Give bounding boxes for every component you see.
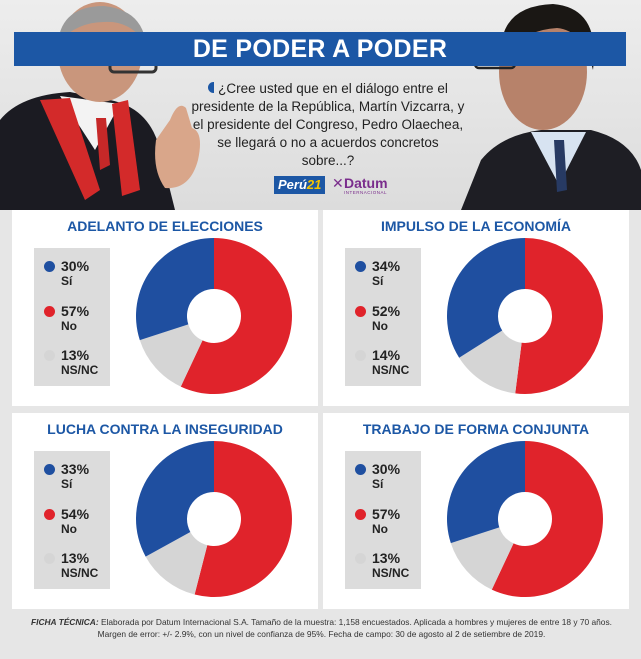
legend-item-nsnc: 14% NS/NC (355, 347, 419, 381)
page-title: DE PODER A PODER (192, 35, 448, 63)
panel-title: IMPULSO DE LA ECONOMÍA (380, 218, 572, 234)
question-marker-icon (208, 82, 215, 93)
nsnc-dot-icon (355, 350, 366, 361)
legend-item-nsnc: 13% NS/NC (44, 347, 108, 381)
datum-logo: ✕ Datum INTERNACIONAL (332, 172, 392, 198)
nsnc-dot-icon (355, 553, 366, 564)
slice-nsnc (459, 330, 522, 394)
legend-value: 33% (61, 461, 90, 477)
legend-item-nsnc: 13% NS/NC (355, 550, 419, 584)
technical-note-line1: Elaborada por Datum Internacional S.A. T… (100, 617, 612, 627)
technical-note-line2: Margen de error: +/- 2.9%, con un nivel … (97, 629, 546, 639)
panel-title: TRABAJO DE FORMA CONJUNTA (362, 421, 590, 437)
legend-item-no: 54% No (44, 506, 108, 540)
panel-title: ADELANTO DE ELECCIONES (67, 218, 263, 234)
legend-label: NS/NC (61, 363, 99, 377)
technical-note-label: FICHA TÉCNICA: (31, 617, 99, 627)
slice-no (180, 238, 292, 394)
slice-no (194, 441, 292, 597)
slice-nsnc (450, 527, 514, 590)
slice-si (136, 238, 214, 341)
datum-logo-text: Datum (344, 175, 388, 191)
legend: 33% Sí 54% No 13% NS/NC (34, 451, 110, 589)
legend-value: 13% (61, 550, 90, 566)
no-dot-icon (44, 509, 55, 520)
legend: 34% Sí 52% No 14% NS/NC (345, 248, 421, 386)
donut-chart (447, 441, 603, 597)
legend-value: 34% (372, 258, 401, 274)
slice-no (515, 238, 603, 394)
legend-value: 52% (372, 303, 401, 319)
slice-si (447, 238, 525, 358)
legend-label: NS/NC (61, 566, 99, 580)
legend-value: 13% (61, 347, 90, 363)
legend-label: Sí (372, 477, 384, 491)
si-dot-icon (355, 464, 366, 475)
legend-label: No (372, 522, 388, 536)
title-bar: DE PODER A PODER (14, 32, 626, 66)
peru21-logo-number: 21 (306, 177, 322, 192)
legend-label: No (61, 522, 77, 536)
legend-value: 13% (372, 550, 401, 566)
legend-value: 57% (372, 506, 401, 522)
legend-value: 14% (372, 347, 401, 363)
legend: 30% Sí 57% No 13% NS/NC (345, 451, 421, 589)
legend-label: Sí (61, 477, 73, 491)
legend-item-si: 30% Sí (44, 258, 108, 292)
donut-chart (447, 238, 603, 394)
legend-value: 30% (372, 461, 401, 477)
legend-item-no: 57% No (44, 303, 108, 337)
legend-value: 30% (61, 258, 90, 274)
si-dot-icon (44, 464, 55, 475)
slice-si (447, 441, 525, 544)
legend-value: 57% (61, 303, 90, 319)
no-dot-icon (44, 306, 55, 317)
legend-item-no: 57% No (355, 506, 419, 540)
legend-item-si: 30% Sí (355, 461, 419, 495)
panel-impulso-economia: IMPULSO DE LA ECONOMÍA 34% Sí 52% No 14%… (323, 210, 629, 406)
question-text: ¿Cree usted que en el diálogo entre el p… (191, 81, 465, 168)
peru21-logo-text: Perú (278, 177, 307, 192)
panel-title: LUCHA CONTRA LA INSEGURIDAD (47, 421, 283, 437)
legend-label: NS/NC (372, 566, 410, 580)
legend-label: No (61, 319, 77, 333)
nsnc-dot-icon (44, 553, 55, 564)
panel-trabajo-conjunto: TRABAJO DE FORMA CONJUNTA 30% Sí 57% No … (323, 413, 629, 609)
slice-si (136, 441, 214, 557)
legend-label: No (372, 319, 388, 333)
legend-item-si: 33% Sí (44, 461, 108, 495)
slice-nsnc (139, 324, 203, 387)
no-dot-icon (355, 509, 366, 520)
legend-value: 54% (61, 506, 90, 522)
header: DE PODER A PODER ¿Cree usted que en el d… (0, 0, 641, 210)
donut-chart (136, 441, 292, 597)
legend-label: Sí (372, 274, 384, 288)
datum-logo-subtext: INTERNACIONAL (344, 190, 388, 195)
legend-item-si: 34% Sí (355, 258, 419, 292)
survey-question: ¿Cree usted que en el diálogo entre el p… (190, 80, 466, 170)
legend-item-no: 52% No (355, 303, 419, 337)
nsnc-dot-icon (44, 350, 55, 361)
portrait-left (0, 2, 200, 210)
legend-item-nsnc: 13% NS/NC (44, 550, 108, 584)
donut-chart (136, 238, 292, 394)
datum-logo-icon: ✕ (332, 175, 344, 191)
si-dot-icon (44, 261, 55, 272)
technical-note: FICHA TÉCNICA: Elaborada por Datum Inter… (14, 616, 629, 640)
legend: 30% Sí 57% No 13% NS/NC (34, 248, 110, 386)
peru21-logo: Perú21 (274, 176, 326, 194)
si-dot-icon (355, 261, 366, 272)
legend-label: Sí (61, 274, 73, 288)
slice-no (491, 441, 603, 597)
slice-nsnc (145, 532, 208, 595)
panel-adelanto-elecciones: ADELANTO DE ELECCIONES 30% Sí 57% No 13%… (12, 210, 318, 406)
no-dot-icon (355, 306, 366, 317)
panel-lucha-inseguridad: LUCHA CONTRA LA INSEGURIDAD 33% Sí 54% N… (12, 413, 318, 609)
legend-label: NS/NC (372, 363, 410, 377)
